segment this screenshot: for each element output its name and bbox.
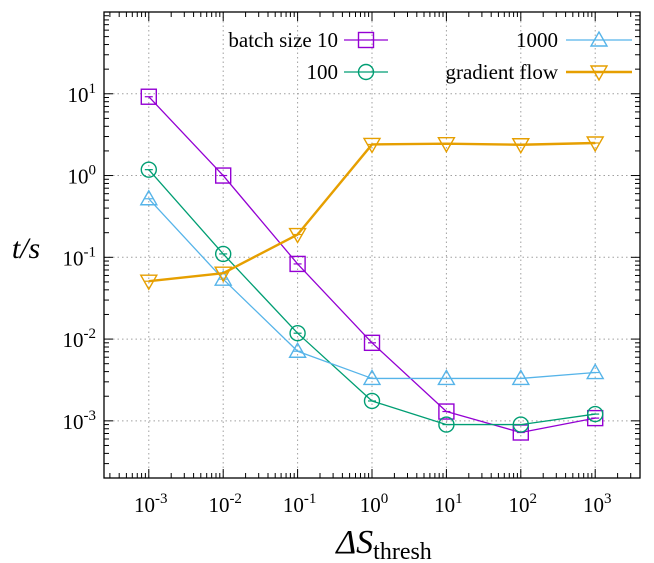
x-tick-label: 100 [360, 491, 389, 517]
data-point [437, 369, 456, 386]
x-tick-label: 10-2 [208, 491, 242, 517]
data-point [363, 334, 381, 352]
legend-label: 1000 [516, 28, 558, 52]
y-axis-label: t/s [12, 232, 40, 265]
data-point [289, 324, 306, 342]
data-point [139, 189, 159, 206]
data-point [511, 138, 531, 155]
data-point [214, 245, 232, 263]
data-point [512, 416, 530, 433]
y-tick-label: 101 [68, 81, 97, 107]
x-tick-label: 101 [434, 491, 463, 517]
x-tick-label: 10-1 [283, 491, 317, 517]
legend-entry: 100 [307, 60, 388, 84]
x-axis-label: ΔSthresh [334, 524, 432, 563]
legend-marker [589, 30, 609, 47]
tick-labels: 10-3 10-2 10-1 100 101 102 103 10-3 10-2 10-1 100 1… [63, 81, 612, 517]
series-gradient-flow [139, 136, 605, 291]
x-tick-label: 102 [509, 491, 538, 517]
series-1000 [139, 189, 605, 386]
x-tick-label: 10-3 [134, 491, 168, 517]
data-point [214, 167, 232, 184]
x-tick-label: 103 [583, 491, 612, 517]
y-tick-label: 10-1 [63, 244, 97, 270]
series-100 [140, 161, 604, 433]
data-point [438, 416, 455, 433]
series-line-1000 [148, 198, 596, 380]
x-axis-label-subscript: thresh [373, 539, 432, 563]
y-tick-label: 10-3 [63, 408, 97, 434]
y-tick-label: 100 [68, 163, 97, 189]
x-axis-label-symbol: ΔS [334, 524, 373, 561]
data-point [437, 137, 456, 154]
data-point [288, 341, 307, 358]
data-point [213, 269, 233, 286]
legend-marker [589, 65, 609, 82]
legend-label: 100 [307, 60, 339, 84]
data-point [213, 266, 233, 283]
legend: batch size 10 100 1000 gradient flow [228, 28, 632, 84]
data-point [511, 369, 531, 386]
data-point [585, 136, 605, 153]
data-point [585, 363, 605, 380]
data-point [587, 405, 604, 423]
legend-marker [357, 63, 375, 81]
legend-entry: 1000 [516, 28, 632, 52]
data-point [362, 369, 382, 386]
legend-label: batch size 10 [228, 28, 338, 52]
data-point [587, 409, 604, 427]
y-tick-label: 10-2 [63, 326, 97, 352]
series-layer [139, 88, 605, 441]
data-point [438, 403, 455, 420]
data-point [362, 137, 382, 154]
legend-entry: gradient flow [445, 60, 632, 84]
axes [103, 11, 641, 479]
data-point [289, 255, 306, 273]
grid-lines [104, 12, 640, 478]
data-point [139, 274, 159, 291]
data-point [140, 88, 157, 105]
legend-entry: batch size 10 [228, 28, 388, 52]
legend-marker [357, 31, 375, 49]
data-point [140, 161, 157, 178]
data-point [288, 227, 307, 244]
legend-label: gradient flow [445, 60, 558, 84]
data-point [363, 392, 381, 410]
